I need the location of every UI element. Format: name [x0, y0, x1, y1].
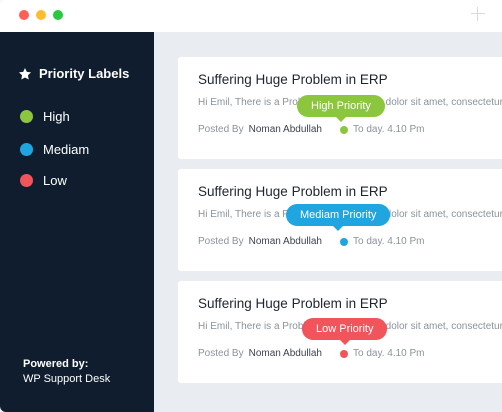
priority-dot-icon	[339, 349, 348, 358]
sidebar-title-label: Priority Labels	[39, 66, 130, 81]
plus-icon[interactable]	[470, 6, 486, 22]
legend-item-low[interactable]: Low	[20, 173, 67, 188]
low-dot-icon	[20, 174, 33, 187]
low-priority-badge[interactable]: Low Priority	[302, 318, 388, 345]
sidebar-title: Priority Labels	[18, 66, 129, 81]
ticket-title[interactable]: Suffering Huge Problem in ERP	[198, 296, 388, 311]
legend-label-high: High	[43, 109, 70, 124]
ticket-time: To day. 4.10 Pm	[352, 348, 425, 359]
close-window-button[interactable]	[19, 10, 29, 20]
maximize-window-button[interactable]	[53, 10, 63, 20]
ticket-title[interactable]: Suffering Huge Problem in ERP	[198, 184, 388, 199]
ticket-author[interactable]: Noman Abdullah	[248, 124, 322, 135]
high-dot-icon	[20, 110, 33, 123]
sidebar: Priority Labels High Mediam Low Powered …	[0, 32, 154, 412]
ticket-card[interactable]: Suffering Huge Problem in ERP Hi Emil, T…	[178, 169, 502, 271]
posted-by-label: Posted By	[198, 124, 244, 135]
ticket-title[interactable]: Suffering Huge Problem in ERP	[198, 72, 388, 87]
ticket-author[interactable]: Noman Abdullah	[248, 348, 322, 359]
legend-item-high[interactable]: High	[20, 109, 70, 124]
priority-dot-icon	[339, 237, 348, 246]
ticket-time: To day. 4.10 Pm	[352, 124, 425, 135]
priority-dot-icon	[339, 125, 348, 134]
legend-label-low: Low	[43, 173, 67, 188]
title-bar	[0, 0, 502, 32]
minimize-window-button[interactable]	[36, 10, 46, 20]
ticket-time: To day. 4.10 Pm	[352, 236, 425, 247]
powered-by: Powered by: WP Support Desk	[23, 357, 110, 387]
medium-dot-icon	[20, 143, 33, 156]
ticket-meta: Posted By Noman Abdullah To day. 4.10 Pm	[198, 348, 425, 359]
brand-name: WP Support Desk	[23, 373, 111, 385]
ticket-author[interactable]: Noman Abdullah	[248, 236, 322, 247]
star-icon	[18, 67, 32, 79]
legend-label-medium: Mediam	[43, 142, 90, 157]
legend-item-medium[interactable]: Mediam	[20, 142, 89, 157]
high-priority-badge[interactable]: High Priority	[297, 95, 385, 122]
posted-by-label: Posted By	[198, 348, 244, 359]
posted-by-label: Posted By	[198, 236, 244, 247]
ticket-meta: Posted By Noman Abdullah To day. 4.10 Pm	[198, 124, 425, 135]
powered-by-label: Powered by:	[23, 358, 89, 370]
medium-priority-badge[interactable]: Mediam Priority	[286, 204, 391, 231]
ticket-meta: Posted By Noman Abdullah To day. 4.10 Pm	[198, 236, 425, 247]
